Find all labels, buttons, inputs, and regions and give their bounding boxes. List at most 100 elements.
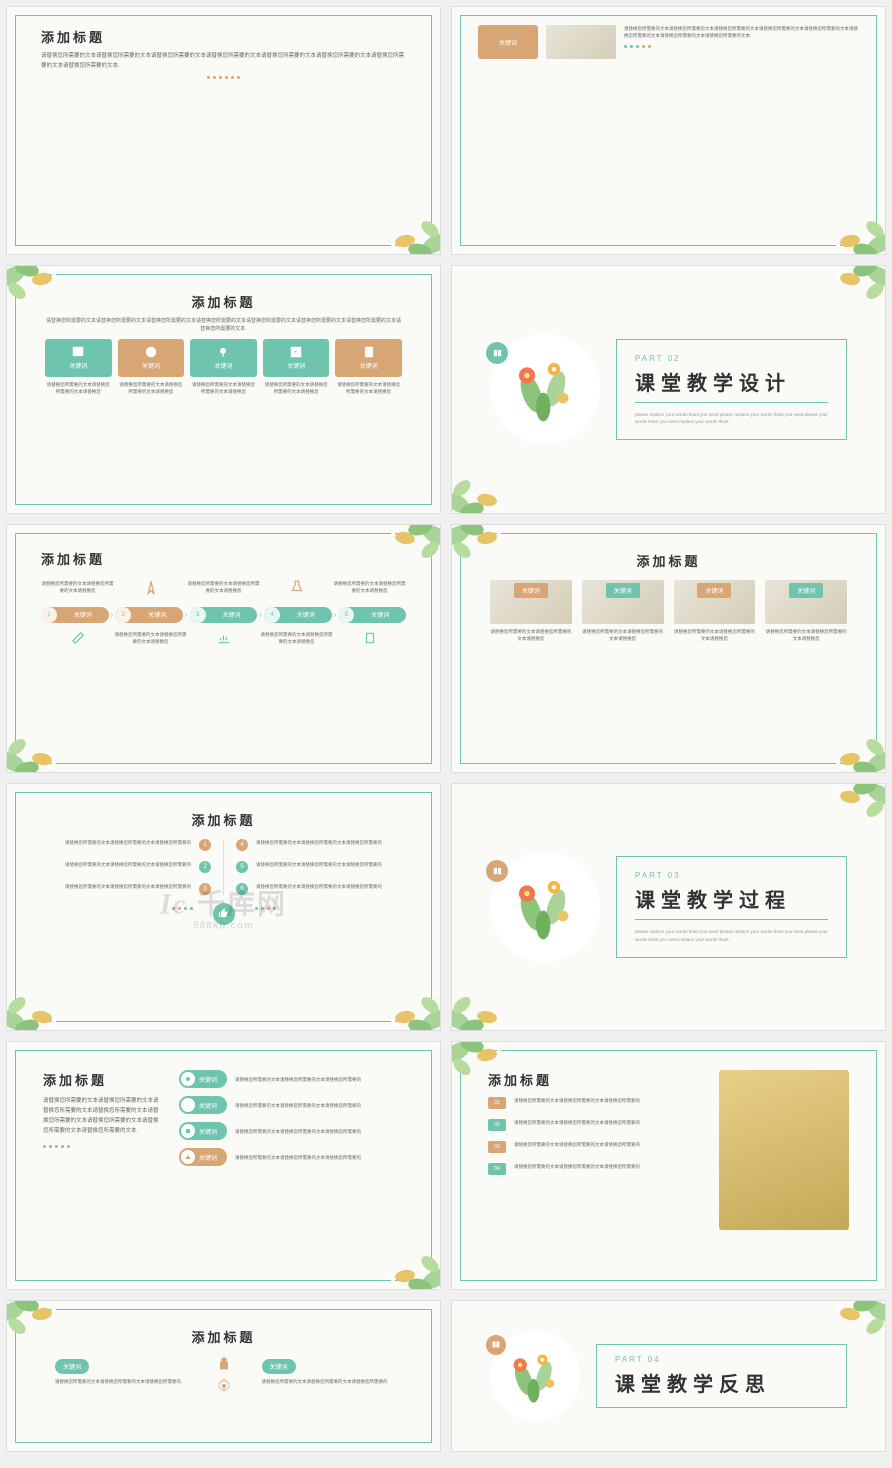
part-subtitle: please replace your words thant you need… (635, 928, 828, 942)
slide-title: 添加标题 (490, 551, 847, 570)
part-subtitle: please replace your words thant you need… (635, 411, 828, 425)
compass-icon (143, 580, 159, 596)
step-text: 请替换您所需要的文本请替换您所需要的文本请替换您 (187, 580, 260, 594)
slide-numbered-4-image: 添加标题 01 请替换您所需要的文本请替换您所需要的文本请替换您所需要的 02 请… (451, 1041, 886, 1290)
list-item: 02 请替换您所需要的文本请替换您所需要的文本请替换您所需要的 (488, 1119, 707, 1131)
slide-title: 添加标题 (41, 27, 406, 46)
slide-keyword-images: 关键词 请替换您所需要的文本请替换您所需要的文本请替换您所需要的文本请替换您所需… (451, 6, 886, 255)
body-text: 请替换您所需要的文本请替换您所需要的文本请替换您所需要的 (262, 1378, 393, 1385)
body-text: 请替换您所需要的文本请替换您所需要的文本请替换您所需要的文本请替换您所需要的文本… (41, 52, 406, 72)
process-step: 2关键词 (115, 607, 183, 623)
pill-row: 关键词 请替换您所需要的文本请替换您所需要的文本请替换您所需要的 (179, 1122, 404, 1140)
foliage-decoration (375, 980, 441, 1031)
image-placeholder (719, 1070, 849, 1230)
foliage-decoration (6, 980, 72, 1031)
part-label: PART 04 (615, 1355, 828, 1364)
slide-title: 添加标题 (43, 1070, 163, 1089)
numbered-list: 01 请替换您所需要的文本请替换您所需要的文本请替换您所需要的 02 请替换您所需… (488, 1097, 707, 1175)
numbered-col-right: 4 请替换您所需要的文本请替换您所需要的文本请替换您所需要的 5 请替换您所需要… (236, 839, 402, 895)
process-steps: 1关键词›2关键词›3关键词›4关键词›5关键词 (41, 607, 406, 623)
dots (255, 907, 276, 925)
slide-4-images: 添加标题 关键词 请替换您所需要的文本请替换您所需要的文本请替换您 关键词 请替… (451, 524, 886, 773)
pill-list: 关键词 请替换您所需要的文本请替换您所需要的文本请替换您所需要的 关键词 请替换… (179, 1070, 404, 1166)
body-text: 请替换您所需要的文本请替换您所需要的文本请替换您所需要的文本请替换您所需要的文本… (624, 25, 859, 39)
icon-column: 关键词 请替换您所需要的文本请替换您所需要的文本请替换您 (45, 339, 112, 395)
icon-row: 关键词 请替换您所需要的文本请替换您所需要的文本请替换您 关键词 请替换您所需要… (45, 339, 402, 395)
step-text: 请替换您所需要的文本请替换您所需要的文本请替换您 (114, 631, 187, 645)
process-step: 5关键词 (338, 607, 406, 623)
slide-title: 添加标题 (45, 292, 402, 311)
process-step: 4关键词 (264, 607, 332, 623)
slide-numbered-6: 添加标题 1 请替换您所需要的文本请替换您所需要的文本请替换您所需要的 2 请替… (6, 783, 441, 1032)
body-text: 请替换您所需要的文本请替换您所需要的文本请替换您所需要的 (55, 1378, 186, 1385)
slide-intro-partial: 添加标题 请替换您所需要的文本请替换您所需要的文本请替换您所需要的文本请替换您所… (6, 6, 441, 255)
icon-column: 关键词 请替换您所需要的文本请替换您所需要的文本请替换您 (263, 339, 330, 395)
foliage-decoration (375, 204, 441, 255)
list-item: 6 请替换您所需要的文本请替换您所需要的文本请替换您所需要的 (236, 883, 402, 895)
list-item: 1 请替换您所需要的文本请替换您所需要的文本请替换您所需要的 (45, 839, 211, 851)
part-title: 课堂教学过程 (635, 884, 828, 913)
pill-row: 关键词 请替换您所需要的文本请替换您所需要的文本请替换您所需要的 (179, 1096, 404, 1114)
part-label: PART 02 (635, 354, 828, 363)
slide-process: 添加标题 请替换您所需要的文本请替换您所需要的文本请替换您 请替换您所需要的文本… (6, 524, 441, 773)
dots-indicator (624, 45, 859, 48)
list-item: 01 请替换您所需要的文本请替换您所需要的文本请替换您所需要的 (488, 1097, 707, 1109)
part-label: PART 03 (635, 871, 828, 880)
lock-icon (216, 1356, 232, 1372)
icon-column: 关键词 请替换您所需要的文本请替换您所需要的文本请替换您 (335, 339, 402, 395)
keyword-badge: 关键词 (55, 1359, 89, 1374)
part-title: 课堂教学反思 (615, 1368, 828, 1397)
pill-row: 关键词 请替换您所需要的文本请替换您所需要的文本请替换您所需要的 (179, 1070, 404, 1088)
list-item: 2 请替换您所需要的文本请替换您所需要的文本请替换您所需要的 (45, 861, 211, 873)
list-item: 5 请替换您所需要的文本请替换您所需要的文本请替换您所需要的 (236, 861, 402, 873)
keyword-badge: 关键词 (262, 1359, 296, 1374)
subtitle-text: 请替换您所需要的文本请替换您所需要的文本请替换您所需要的文本请替换您所需要的文本… (45, 317, 402, 333)
ruler-icon (71, 631, 85, 645)
thumb-icon (213, 903, 235, 925)
dots-indicator (41, 76, 406, 79)
foliage-decoration (820, 722, 886, 773)
image-card: 关键词 请替换您所需要的文本请替换您所需要的文本请替换您 (765, 580, 847, 642)
flask-icon (290, 580, 304, 594)
image-placeholder (546, 25, 616, 59)
dots (43, 1145, 163, 1148)
chart-icon (217, 631, 231, 645)
list-item: 04 请替换您所需要的文本请替换您所需要的文本请替换您所需要的 (488, 1163, 707, 1175)
step-text: 请替换您所需要的文本请替换您所需要的文本请替换您 (260, 631, 333, 645)
list-item: 03 请替换您所需要的文本请替换您所需要的文本请替换您所需要的 (488, 1141, 707, 1153)
image-card: 关键词 请替换您所需要的文本请替换您所需要的文本请替换您 (490, 580, 572, 642)
icon-column: 关键词 请替换您所需要的文本请替换您所需要的文本请替换您 (190, 339, 257, 395)
process-step: 3关键词 (190, 607, 258, 623)
slide-part-02: PART 02 课堂教学设计 please replace your words… (451, 265, 886, 514)
list-item: 3 请替换您所需要的文本请替换您所需要的文本请替换您所需要的 (45, 883, 211, 895)
foliage-decoration (375, 1239, 441, 1290)
image-card: 关键词 请替换您所需要的文本请替换您所需要的文本请替换您 (674, 580, 756, 642)
foliage-decoration (820, 204, 886, 255)
pill-row: 关键词 请替换您所需要的文本请替换您所需要的文本请替换您所需要的 (179, 1148, 404, 1166)
slide-title: 添加标题 (41, 549, 406, 568)
foliage-decoration (6, 722, 72, 773)
slide-pill-list: 添加标题 请替换您所需要的文本请替换您所需要的文本请替换您所需要的文本请替换您所… (6, 1041, 441, 1290)
slide-title: 添加标题 (55, 1327, 392, 1346)
slide-title: 添加标题 (488, 1070, 707, 1089)
slide-2-keyword-cols: 添加标题 关键词 请替换您所需要的文本请替换您所需要的文本请替换您所需要的 关键… (6, 1300, 441, 1452)
part-title: 课堂教学设计 (635, 367, 828, 396)
process-step: 1关键词 (41, 607, 109, 623)
slide-part-04: PART 04 课堂教学反思 (451, 1300, 886, 1452)
image-card: 关键词 请替换您所需要的文本请替换您所需要的文本请替换您 (582, 580, 664, 642)
book-icon (486, 860, 508, 882)
numbered-col-left: 1 请替换您所需要的文本请替换您所需要的文本请替换您所需要的 2 请替换您所需要… (45, 839, 211, 895)
step-text: 请替换您所需要的文本请替换您所需要的文本请替换您 (333, 580, 406, 594)
doc-icon (363, 631, 377, 645)
slide-5-icons: 添加标题 请替换您所需要的文本请替换您所需要的文本请替换您所需要的文本请替换您所… (6, 265, 441, 514)
step-text: 请替换您所需要的文本请替换您所需要的文本请替换您 (41, 580, 114, 594)
image-grid: 关键词 请替换您所需要的文本请替换您所需要的文本请替换您 关键词 请替换您所需要… (490, 580, 847, 642)
keyword-badge: 关键词 (478, 25, 538, 59)
slide-title: 添加标题 (45, 810, 402, 829)
list-item: 4 请替换您所需要的文本请替换您所需要的文本请替换您所需要的 (236, 839, 402, 851)
dots (172, 907, 193, 925)
gear-icon (216, 1378, 232, 1394)
body-text: 请替换您所需要的文本请替换您所需要的文本请替换您所需要的文本请替换您所需要的文本… (43, 1097, 163, 1137)
icon-column: 关键词 请替换您所需要的文本请替换您所需要的文本请替换您 (118, 339, 185, 395)
slide-part-03: PART 03 课堂教学过程 please replace your words… (451, 783, 886, 1032)
